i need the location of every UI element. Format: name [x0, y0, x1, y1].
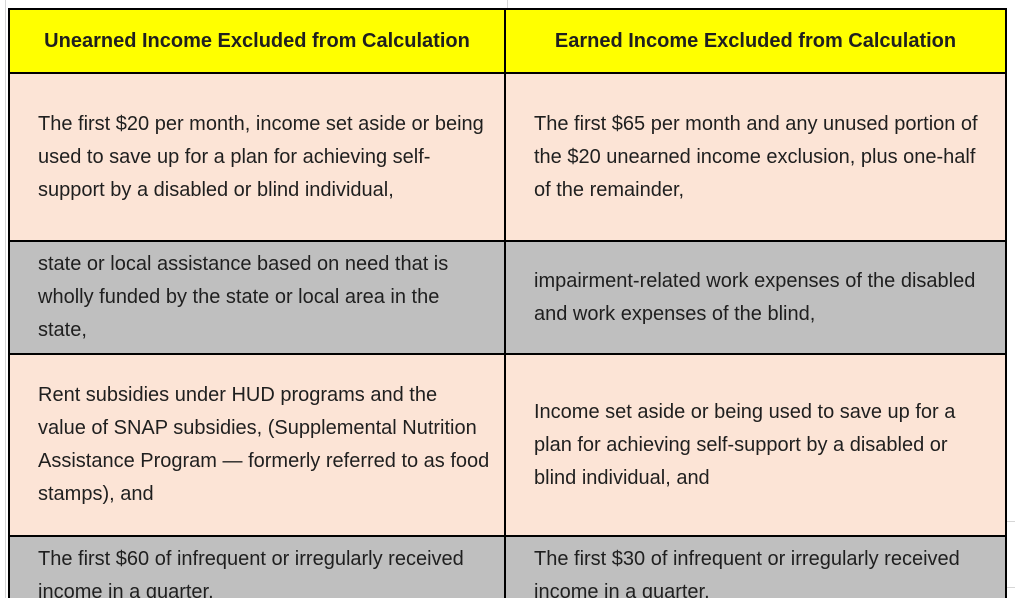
cell-earned-first-65: The first $65 per month and any unused p…: [504, 72, 1007, 242]
income-exclusions-table: Unearned Income Excluded from Calculatio…: [8, 8, 1007, 598]
table-header-row: Unearned Income Excluded from Calculatio…: [8, 8, 1007, 74]
table-row: state or local assistance based on need …: [8, 240, 1007, 355]
table-row: The first $60 of infrequent or irregular…: [8, 535, 1007, 598]
margin-gridline-top: [507, 0, 508, 9]
cell-earned-first-30: The first $30 of infrequent or irregular…: [504, 535, 1007, 598]
cell-unearned-first-20: The first $20 per month, income set asid…: [8, 72, 506, 242]
margin-gridline-left: [5, 0, 6, 598]
cell-earned-income-set-aside: Income set aside or being used to save u…: [504, 353, 1007, 537]
margin-gridline-right-2: [1004, 587, 1015, 588]
header-earned-income: Earned Income Excluded from Calculation: [504, 8, 1007, 74]
table-row: Rent subsidies under HUD programs and th…: [8, 353, 1007, 537]
table-row: The first $20 per month, income set asid…: [8, 72, 1007, 242]
cell-unearned-state-local-assistance: state or local assistance based on need …: [8, 240, 506, 355]
cell-unearned-first-60: The first $60 of infrequent or irregular…: [8, 535, 506, 598]
cell-unearned-rent-subsidies: Rent subsidies under HUD programs and th…: [8, 353, 506, 537]
cell-earned-impairment-expenses: impairment-related work expenses of the …: [504, 240, 1007, 355]
header-unearned-income: Unearned Income Excluded from Calculatio…: [8, 8, 506, 74]
margin-gridline-right-1: [1004, 521, 1015, 522]
